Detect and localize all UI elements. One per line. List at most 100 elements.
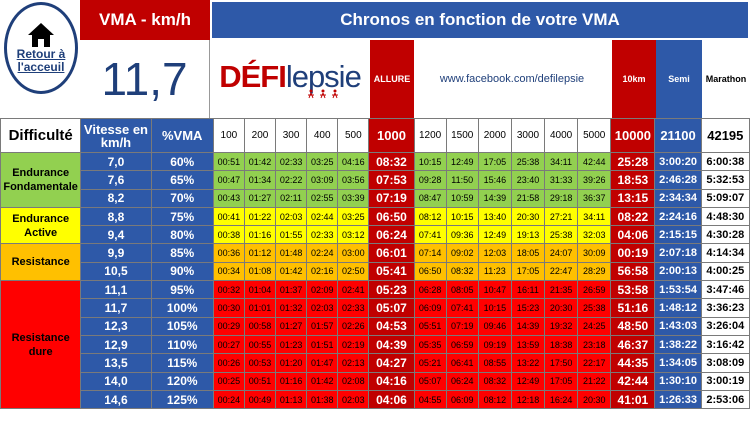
- time-cell: 01:22: [243, 206, 277, 227]
- marathon-cell: 3:47:46: [700, 280, 750, 300]
- time-cell: 08:47: [413, 188, 447, 208]
- time-cell: 12:18: [510, 389, 546, 410]
- time-cell: 00:51: [243, 371, 277, 391]
- dist-header-10000: 10000: [610, 118, 656, 153]
- time-cell: 09:02: [445, 243, 479, 263]
- semi-cell: 2:00:13: [654, 261, 702, 282]
- pct-cell: 85%: [150, 243, 214, 263]
- 10km-cell: 41:01: [610, 389, 656, 410]
- time-cell: 10:15: [445, 206, 479, 227]
- time-cell: 25:38: [510, 151, 546, 172]
- allure-cell: 04:16: [368, 371, 415, 391]
- dist-header: 100: [212, 118, 245, 153]
- time-cell: 05:07: [413, 371, 447, 391]
- facebook-link[interactable]: www.facebook.com/defilepsie: [414, 40, 610, 118]
- speed-cell: 11,7: [80, 298, 152, 318]
- semi-cell: 1:43:03: [654, 316, 702, 336]
- speed-cell: 14,0: [80, 371, 152, 391]
- semi-cell: 2:15:15: [654, 225, 702, 245]
- time-cell: 08:05: [445, 280, 479, 300]
- table-row: Endurance Fondamentale 7,0 60% 00:51 01:42 02…: [0, 151, 750, 208]
- time-cell: 06:50: [413, 261, 447, 282]
- pct-cell: 100%: [150, 298, 214, 318]
- time-cell: 06:24: [445, 371, 479, 391]
- dist-header: 4000: [544, 118, 579, 153]
- allure-cell: 05:41: [368, 261, 415, 282]
- 10km-cell: 18:53: [610, 170, 656, 190]
- time-cell: 36:37: [577, 188, 612, 208]
- marathon-cell: 2:53:06: [700, 389, 750, 410]
- dist-header: 1500: [445, 118, 479, 153]
- chrono-table: Difficulté Vitesse en km/h %VMA 100 200 …: [0, 118, 750, 410]
- marathon-cell: 3:36:23: [700, 298, 750, 318]
- 10km-cell: 08:22: [610, 206, 656, 227]
- time-cell: 04:55: [413, 389, 447, 410]
- time-cell: 00:36: [212, 243, 245, 263]
- time-cell: 01:12: [243, 243, 277, 263]
- time-cell: 15:23: [510, 298, 546, 318]
- 10km-cell: 53:58: [610, 280, 656, 300]
- time-cell: 02:13: [337, 353, 370, 373]
- time-cell: 17:05: [510, 261, 546, 282]
- time-cell: 00:38: [212, 225, 245, 245]
- time-cell: 02:24: [306, 243, 339, 263]
- time-cell: 12:49: [477, 225, 512, 245]
- marathon-cell: 4:30:28: [700, 225, 750, 245]
- time-cell: 01:57: [306, 316, 339, 336]
- home-button[interactable]: Retour à l'acceuil: [4, 2, 78, 94]
- time-cell: 09:19: [477, 334, 512, 355]
- pct-cell: 80%: [150, 225, 214, 245]
- time-cell: 02:55: [306, 188, 339, 208]
- semi-cell: 3:00:20: [654, 151, 702, 172]
- 10km-cell: 04:06: [610, 225, 656, 245]
- house-icon: [28, 23, 54, 47]
- time-cell: 09:46: [477, 316, 512, 336]
- difficulty-zone-label: Endurance Fondamentale: [0, 152, 82, 208]
- time-cell: 22:47: [544, 261, 579, 282]
- time-cell: 34:11: [544, 151, 579, 172]
- logo-suffix: lepsie: [285, 59, 362, 94]
- time-cell: 08:12: [477, 389, 512, 410]
- dist-header: 200: [243, 118, 277, 153]
- time-cell: 03:25: [306, 151, 339, 172]
- time-cell: 05:21: [413, 353, 447, 373]
- dist-header: 300: [275, 118, 308, 153]
- time-cell: 10:15: [477, 298, 512, 318]
- time-cell: 15:46: [477, 170, 512, 190]
- time-cell: 24:25: [577, 316, 612, 336]
- marathon-cell: 4:48:30: [700, 206, 750, 227]
- semi-cell: 1:30:10: [654, 371, 702, 391]
- time-cell: 07:41: [413, 225, 447, 245]
- vma-value[interactable]: 11,7: [80, 40, 210, 118]
- time-cell: 02:09: [306, 280, 339, 300]
- time-cell: 00:49: [243, 389, 277, 410]
- speed-cell: 9,9: [80, 243, 152, 263]
- pct-cell: 115%: [150, 353, 214, 373]
- time-cell: 01:20: [275, 353, 308, 373]
- time-cell: 00:24: [212, 389, 245, 410]
- allure-cell: 04:27: [368, 353, 415, 373]
- dist-header: 1200: [413, 118, 447, 153]
- time-cell: 02:08: [337, 371, 370, 391]
- time-cell: 08:32: [477, 371, 512, 391]
- time-cell: 01:51: [306, 334, 339, 355]
- 10km-cell: 25:28: [610, 151, 656, 172]
- time-cell: 07:19: [445, 316, 479, 336]
- time-cell: 32:03: [577, 225, 612, 245]
- dist-header: 2000: [477, 118, 512, 153]
- page-title: Chronos en fonction de votre VMA: [212, 2, 748, 38]
- 10km-cell: 00:19: [610, 243, 656, 263]
- time-cell: 02:33: [306, 225, 339, 245]
- dist-header: 5000: [577, 118, 612, 153]
- time-cell: 00:55: [243, 334, 277, 355]
- time-cell: 04:16: [337, 151, 370, 172]
- time-cell: 25:38: [544, 225, 579, 245]
- time-cell: 03:39: [337, 188, 370, 208]
- time-cell: 16:24: [544, 389, 579, 410]
- 10km-cell: 46:37: [610, 334, 656, 355]
- table-row: 11,7 100% 00:30 01:01 01:32 02:03 02:33 05:07 06…: [1, 298, 750, 318]
- allure-cell: 04:06: [368, 389, 415, 410]
- semi-cell: 1:48:12: [654, 298, 702, 318]
- time-cell: 02:19: [337, 334, 370, 355]
- time-cell: 10:15: [413, 151, 447, 172]
